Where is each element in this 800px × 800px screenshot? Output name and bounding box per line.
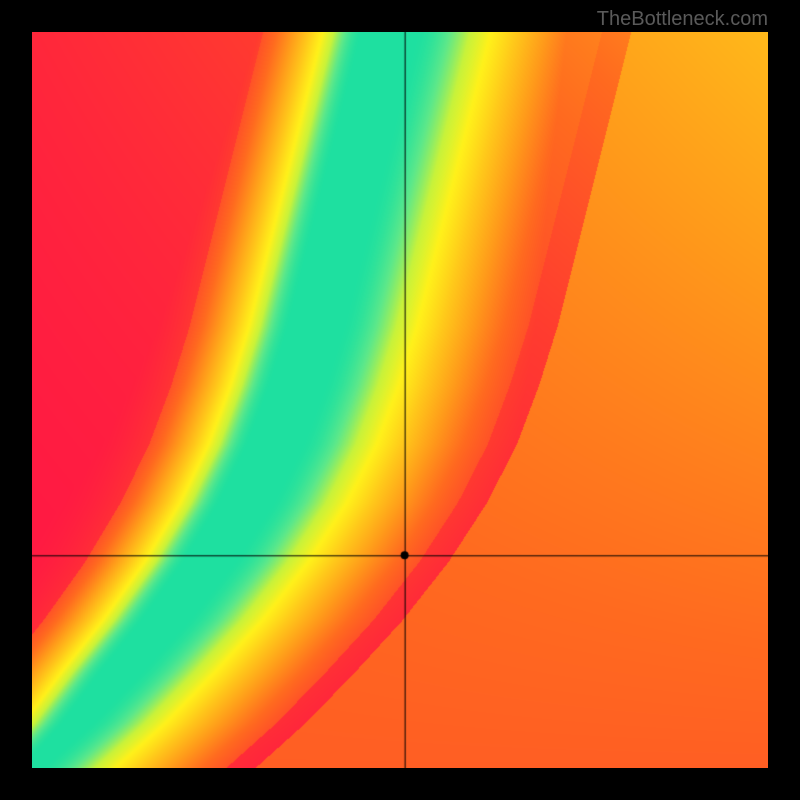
heatmap-plot xyxy=(32,32,768,768)
watermark-text: TheBottleneck.com xyxy=(597,8,768,31)
